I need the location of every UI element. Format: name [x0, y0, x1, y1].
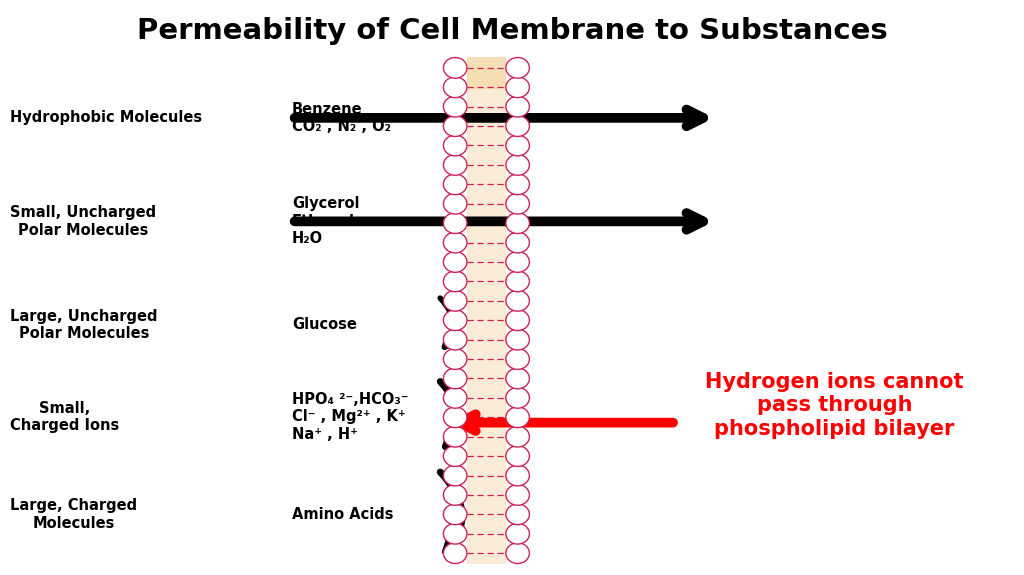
Bar — [467, 58, 506, 564]
Ellipse shape — [506, 388, 529, 408]
Text: Amino Acids: Amino Acids — [292, 507, 393, 522]
Ellipse shape — [443, 348, 467, 369]
Ellipse shape — [443, 368, 467, 389]
Ellipse shape — [506, 504, 529, 524]
Text: Permeability of Cell Membrane to Substances: Permeability of Cell Membrane to Substan… — [136, 17, 888, 45]
Ellipse shape — [443, 116, 467, 136]
Text: Hydrogen ions cannot
pass through
phospholipid bilayer: Hydrogen ions cannot pass through phosph… — [706, 372, 964, 439]
Ellipse shape — [506, 348, 529, 369]
Ellipse shape — [506, 135, 529, 156]
Ellipse shape — [443, 290, 467, 311]
Ellipse shape — [443, 213, 467, 233]
Ellipse shape — [506, 329, 529, 350]
Ellipse shape — [443, 77, 467, 98]
Ellipse shape — [443, 465, 467, 486]
Ellipse shape — [506, 310, 529, 331]
Ellipse shape — [443, 193, 467, 214]
Text: Glycerol
Ethanol
H₂O: Glycerol Ethanol H₂O — [292, 197, 359, 246]
Ellipse shape — [443, 97, 467, 117]
Ellipse shape — [506, 213, 529, 233]
Text: Large, Uncharged
Polar Molecules: Large, Uncharged Polar Molecules — [10, 309, 158, 341]
Ellipse shape — [506, 193, 529, 214]
Ellipse shape — [443, 407, 467, 428]
Ellipse shape — [443, 388, 467, 408]
Text: Hydrophobic Molecules: Hydrophobic Molecules — [10, 110, 203, 125]
Ellipse shape — [506, 97, 529, 117]
Ellipse shape — [506, 368, 529, 389]
Ellipse shape — [506, 271, 529, 292]
Ellipse shape — [443, 329, 467, 350]
Text: Glucose: Glucose — [292, 317, 356, 332]
Text: Small, Uncharged
Polar Molecules: Small, Uncharged Polar Molecules — [10, 205, 157, 237]
Text: Benzene
CO₂ , N₂ , O₂: Benzene CO₂ , N₂ , O₂ — [292, 102, 391, 134]
Ellipse shape — [443, 174, 467, 195]
Ellipse shape — [443, 232, 467, 253]
Text: Small,
Charged Ions: Small, Charged Ions — [10, 401, 120, 433]
Ellipse shape — [443, 426, 467, 447]
Ellipse shape — [506, 174, 529, 195]
Ellipse shape — [506, 252, 529, 273]
Ellipse shape — [506, 446, 529, 466]
Ellipse shape — [443, 252, 467, 273]
Text: Large, Charged
Molecules: Large, Charged Molecules — [10, 499, 137, 531]
Ellipse shape — [443, 155, 467, 175]
Ellipse shape — [506, 543, 529, 564]
Ellipse shape — [443, 504, 467, 524]
Ellipse shape — [506, 77, 529, 98]
Ellipse shape — [506, 155, 529, 175]
Ellipse shape — [506, 116, 529, 136]
Ellipse shape — [443, 485, 467, 505]
Text: HPO₄ ²⁻,HCO₃⁻
Cl⁻ , Mg²⁺ , K⁺
Na⁺ , H⁺: HPO₄ ²⁻,HCO₃⁻ Cl⁻ , Mg²⁺ , K⁺ Na⁺ , H⁺ — [292, 392, 409, 442]
Ellipse shape — [443, 271, 467, 292]
Ellipse shape — [443, 310, 467, 331]
Ellipse shape — [506, 290, 529, 311]
Ellipse shape — [506, 523, 529, 544]
Ellipse shape — [443, 523, 467, 544]
Ellipse shape — [506, 465, 529, 486]
Ellipse shape — [443, 58, 467, 78]
Ellipse shape — [506, 426, 529, 447]
Ellipse shape — [506, 58, 529, 78]
Ellipse shape — [506, 485, 529, 505]
Ellipse shape — [443, 543, 467, 564]
Ellipse shape — [443, 135, 467, 156]
Bar — [467, 58, 506, 89]
Ellipse shape — [506, 407, 529, 428]
Ellipse shape — [443, 446, 467, 466]
Ellipse shape — [506, 232, 529, 253]
